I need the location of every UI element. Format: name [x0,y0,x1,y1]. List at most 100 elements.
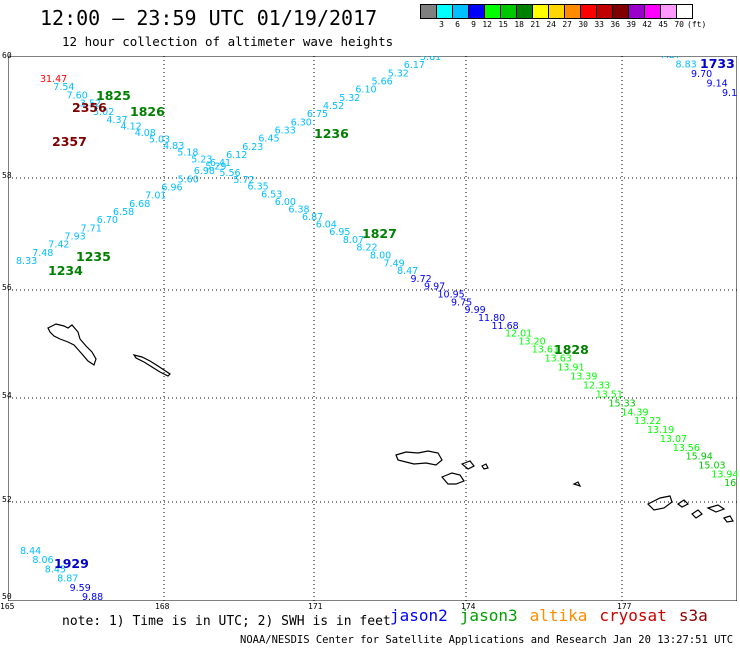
legend-label: 45 [658,20,668,29]
wave-height-label: 9.88 [82,592,103,601]
legend-swatch [436,4,453,19]
latitude-label: 50 [2,592,12,601]
island-aleutian-10 [723,515,734,523]
wave-height-label: 6.33 [275,125,296,136]
wave-height-label: 16.26 [724,478,737,489]
latitude-label: 60 [2,51,12,60]
wave-height-label: 7.71 [81,223,102,234]
wave-height-label: 8.06 [32,555,53,566]
wave-height-label: 6.95 [329,227,350,238]
wave-height-label: 8.45 [45,564,66,575]
wave-height-label: 6.98 [194,166,215,177]
satellite-legend: jason2 jason3 altika cryosat s3a [390,606,720,625]
wave-height-label: 13.20 [519,337,546,348]
wave-height-label: 9.72 [411,274,432,285]
satellite-name: jason3 [459,606,518,625]
wave-height-label: 13.22 [634,416,661,427]
satellite-name: jason2 [390,606,448,625]
footer-credit: NOAA/NESDIS Center for Satellite Applica… [240,634,740,646]
island-aleutian-8 [691,509,703,519]
longitude-label: 171 [308,602,323,611]
legend-label: 30 [578,20,588,29]
map-subtitle: 12 hour collection of altimeter wave hei… [62,34,394,49]
legend-label: 42 [642,20,652,29]
legend-label: 9 [471,20,476,29]
wave-height-label: 9.14 [707,79,728,90]
wave-height-label: 8.87 [57,574,78,585]
wave-height-label: 4.52 [323,101,344,112]
wave-height-label: 6.17 [404,60,425,71]
wave-height-label: 6.23 [242,142,263,153]
wave-height-label: 5.81 [420,56,441,63]
legend-swatch [468,4,485,19]
satellite-name: s3a [678,606,708,625]
legend-label: 24 [546,20,556,29]
wave-height-label: 14.39 [621,407,648,418]
wave-height-label: 9.97 [424,282,445,293]
wave-height-label: 31.47 [40,74,67,85]
wave-height-label: 9.1 [722,88,737,99]
wave-height-label: 9.70 [691,69,712,80]
legend-swatch [532,4,549,19]
track-a: 8.337.487.427.937.716.706.586.687.016.96… [16,56,441,267]
wave-height-label: 6.87 [302,212,323,223]
wave-height-label: 10.95 [438,290,465,301]
wave-height-label: 7.27 [660,56,681,61]
legend-swatch [516,4,533,19]
wave-height-label: 6.53 [261,189,282,200]
wave-height-label: 7.49 [384,258,405,269]
wave-height-label: 6.38 [288,204,309,215]
wave-height-label: 5.02 [93,107,114,118]
legend-swatch [580,4,597,19]
wave-height-label: 6.30 [291,117,312,128]
wave-height-label: 7.01 [145,191,166,202]
legend-label: 39 [626,20,636,29]
wave-height-label: 7.93 [65,232,86,243]
wave-height-label: 6.68 [129,199,150,210]
wave-height-label: 8.83 [676,60,697,71]
wave-height-label: 5.32 [388,68,409,79]
wave-height-label: 7.42 [48,240,69,251]
island-unimak [395,450,443,466]
wave-height-label: 4.37 [106,115,127,126]
legend-labels: 3 6 9 12 15 18 21 24 27 30 33 36 39 42 45 70 (ft) [420,20,706,29]
wave-height-label: 5.18 [177,148,198,159]
pass-time-label: 2357 [52,134,87,149]
pass-time-label: 1826 [130,104,165,119]
wave-height-label: 15.94 [686,452,713,463]
wave-height-label: 6.00 [275,197,296,208]
pass-time-label: 1827 [362,226,397,241]
wave-height-label: 5.23 [191,155,212,166]
wave-height-label: 5.60 [178,174,199,185]
wave-height-label: 5.29 [205,161,226,172]
legend-swatches [420,4,706,19]
legend-swatch [420,4,437,19]
wave-height-map: 8.337.487.427.937.716.706.586.687.016.96… [8,56,737,601]
wave-height-label: 13.56 [673,443,700,454]
legend-swatch [676,4,693,19]
island-aleutian-6 [646,495,673,511]
wave-height-label: 6.04 [316,220,337,231]
pass-time-label: 1828 [554,342,589,357]
wave-height-label: 6.12 [226,150,247,161]
pass-time-label: 1236 [314,126,349,141]
wave-height-label: 9.75 [451,297,472,308]
legend-swatch [452,4,469,19]
island-aleutian-5 [572,481,582,488]
wave-height-label: 4.12 [121,122,142,133]
pass-time-label: 1929 [54,556,89,571]
wave-height-label: 6.45 [258,134,279,145]
longitude-label: 177 [617,602,632,611]
wave-height-label: 8.22 [356,243,377,254]
landmasses [47,323,734,523]
legend-label: 27 [562,20,572,29]
map-frame [8,56,737,601]
wave-height-label: 5.32 [339,93,360,104]
legend-unit: (ft) [687,20,707,29]
wave-height-label: 13.07 [660,434,687,445]
wave-height-label: 8.47 [397,266,418,277]
pass-time-label: 1234 [48,263,83,278]
wave-height-label: 12.01 [505,329,532,340]
graticule [8,56,737,601]
